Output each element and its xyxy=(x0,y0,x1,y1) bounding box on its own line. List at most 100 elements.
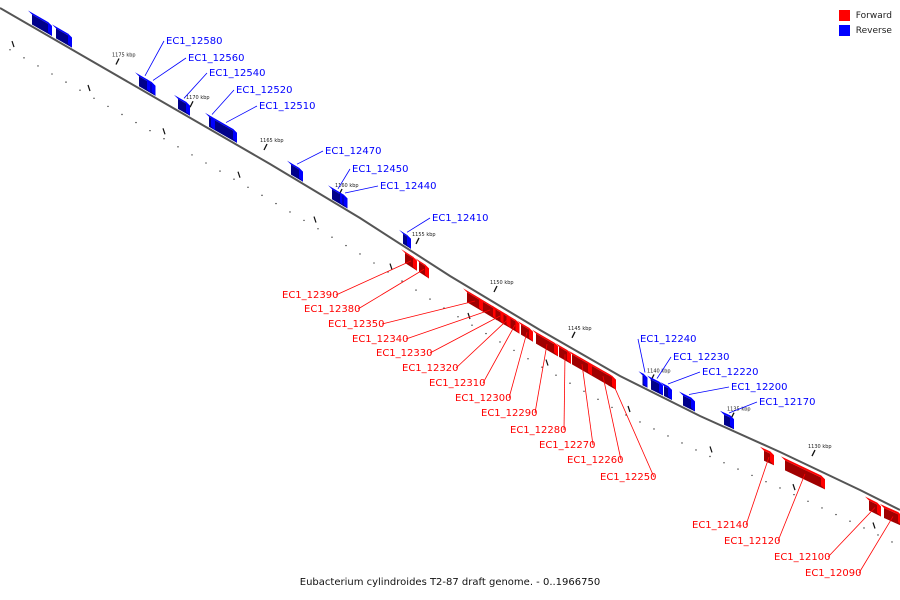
genome-caption: Eubacterium cylindroides T2-87 draft gen… xyxy=(299,577,601,588)
gene-block[interactable] xyxy=(781,456,825,490)
ruler-dot xyxy=(51,73,53,75)
gene-label[interactable]: EC1_12560 xyxy=(188,53,244,64)
ruler-dot xyxy=(289,211,291,213)
gene-leader-line xyxy=(344,185,379,194)
gene-label[interactable]: EC1_12330 xyxy=(376,348,432,359)
ruler-dot xyxy=(653,428,655,430)
gene-block[interactable] xyxy=(415,258,429,279)
gene-block[interactable] xyxy=(760,446,774,466)
ruler-dot xyxy=(415,289,417,291)
ruler-dot xyxy=(891,541,893,543)
gene-label[interactable]: EC1_12410 xyxy=(432,213,488,224)
gene-label[interactable]: EC1_12390 xyxy=(282,290,338,301)
gene-label[interactable]: EC1_12520 xyxy=(236,85,292,96)
gene-block[interactable] xyxy=(499,310,511,329)
gene-leader-line xyxy=(728,401,758,414)
gene-label[interactable]: EC1_12340 xyxy=(352,334,408,345)
ruler-dot xyxy=(107,105,109,108)
gene-label[interactable]: EC1_12270 xyxy=(539,440,595,451)
gene-block[interactable] xyxy=(568,350,592,376)
gene-leader-line xyxy=(602,376,622,461)
genome-backbone xyxy=(0,7,900,511)
ruler-dot xyxy=(135,121,137,124)
gene-leader-line xyxy=(152,57,187,81)
gene-block[interactable] xyxy=(638,371,648,388)
gene-block[interactable] xyxy=(205,112,215,131)
gene-label[interactable]: EC1_12090 xyxy=(805,568,861,579)
gene-block[interactable] xyxy=(52,24,72,48)
gene-label[interactable]: EC1_12320 xyxy=(402,363,458,374)
gene-label[interactable]: EC1_12230 xyxy=(673,352,729,363)
gene-label[interactable]: EC1_12440 xyxy=(380,181,436,192)
ruler-dot xyxy=(667,435,669,437)
scale-tick xyxy=(811,449,816,457)
gene-label[interactable]: EC1_12240 xyxy=(640,334,696,345)
gene-label[interactable]: EC1_12540 xyxy=(209,68,265,79)
gene-label[interactable]: EC1_12290 xyxy=(481,408,537,419)
gene-label[interactable]: EC1_12350 xyxy=(328,319,384,330)
gene-block[interactable] xyxy=(399,229,411,249)
minor-tick xyxy=(627,405,631,413)
gene-label[interactable]: EC1_12100 xyxy=(774,552,830,563)
gene-leader-line xyxy=(534,343,548,414)
gene-block[interactable] xyxy=(679,391,695,412)
ruler-dot xyxy=(611,406,613,409)
gene-block[interactable] xyxy=(463,288,483,312)
scale-tick-label: 1145 kbp xyxy=(568,326,592,332)
ruler-dot xyxy=(737,468,739,470)
gene-label[interactable]: EC1_12170 xyxy=(759,397,815,408)
gene-block[interactable] xyxy=(660,382,672,400)
ruler-dot xyxy=(597,398,599,401)
ruler-dot xyxy=(233,178,235,180)
scale-tick-label: 1165 kbp xyxy=(260,138,284,144)
gene-label[interactable]: EC1_12310 xyxy=(429,378,485,389)
gene-leader-line xyxy=(688,386,730,395)
gene-block[interactable] xyxy=(174,94,190,116)
gene-block[interactable] xyxy=(338,191,348,209)
gene-block[interactable] xyxy=(211,116,237,143)
ruler-dot xyxy=(79,89,81,91)
ruler-dot xyxy=(569,382,571,384)
gene-leader-line xyxy=(296,150,324,165)
gene-block[interactable] xyxy=(720,410,734,430)
gene-label[interactable]: EC1_12120 xyxy=(724,536,780,547)
scale-tick-label: 1135 kbp xyxy=(727,407,751,413)
ruler-dot xyxy=(331,236,333,238)
gene-label[interactable]: EC1_12140 xyxy=(692,520,748,531)
gene-block[interactable] xyxy=(865,496,881,517)
gene-label[interactable]: EC1_12580 xyxy=(166,36,222,47)
gene-leader-line xyxy=(777,473,806,542)
gene-block[interactable] xyxy=(135,72,151,94)
gene-label[interactable]: EC1_12510 xyxy=(259,101,315,112)
gene-leader-line xyxy=(482,324,516,384)
ruler-dot xyxy=(205,162,207,164)
ruler-dot xyxy=(583,390,585,392)
gene-label[interactable]: EC1_12470 xyxy=(325,146,381,157)
ruler-dot xyxy=(709,455,711,458)
ruler-dot xyxy=(429,298,431,300)
gene-block[interactable] xyxy=(401,249,417,271)
gene-block[interactable] xyxy=(146,78,156,96)
gene-label[interactable]: EC1_12200 xyxy=(731,382,787,393)
gene-label[interactable]: EC1_12260 xyxy=(567,455,623,466)
gene-block[interactable] xyxy=(880,504,900,526)
ruler-dot xyxy=(485,332,487,335)
gene-label[interactable]: EC1_12300 xyxy=(455,393,511,404)
gene-block[interactable] xyxy=(506,314,520,334)
gene-block[interactable] xyxy=(28,10,52,37)
gene-block[interactable] xyxy=(287,160,303,182)
gene-label[interactable]: EC1_12450 xyxy=(352,164,408,175)
gene-label[interactable]: EC1_12280 xyxy=(510,425,566,436)
gene-leader-line xyxy=(183,72,208,99)
gene-label[interactable]: EC1_12220 xyxy=(702,367,758,378)
gene-label[interactable]: EC1_12380 xyxy=(304,304,360,315)
gene-leader-line xyxy=(563,354,566,431)
gene-leader-line xyxy=(656,356,672,379)
gene-label[interactable]: EC1_12250 xyxy=(600,472,656,483)
gene-leader-line xyxy=(144,40,165,76)
gene-block[interactable] xyxy=(647,375,663,396)
minor-tick xyxy=(545,359,549,366)
scale-tick-label: 1170 kbp xyxy=(186,95,210,101)
